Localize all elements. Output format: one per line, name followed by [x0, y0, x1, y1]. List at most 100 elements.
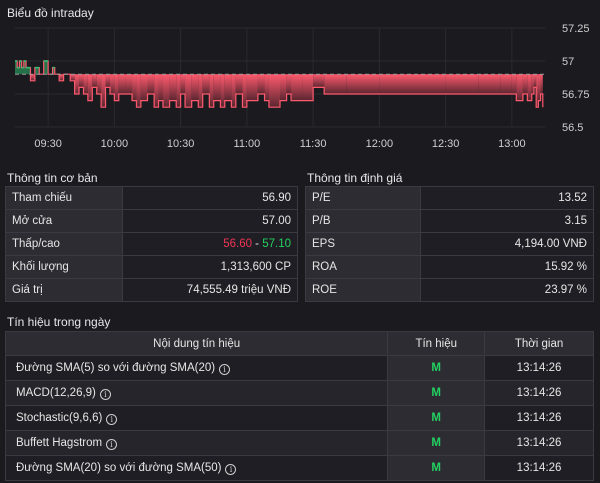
area-segment-below: [92, 74, 97, 88]
area-segment-below: [264, 74, 269, 101]
signal-row: Đường SMA(20) so với đường SMA(50) i M 13:1…: [4, 455, 594, 481]
open-value: 57.00: [121, 209, 299, 233]
signal-value: M: [387, 430, 486, 456]
row-pb: P/B 3.15: [305, 209, 595, 233]
signal-name-text: Stochastic(9,6,6): [16, 411, 103, 424]
info-circle-icon[interactable]: i: [99, 388, 111, 400]
area-segment-below: [500, 74, 512, 94]
row-pe: P/E 13.52: [305, 186, 595, 210]
area-segment-below: [540, 74, 543, 94]
area-segment-below: [96, 74, 102, 94]
open-label: Mở cửa: [5, 209, 123, 233]
area-segment-below: [162, 74, 170, 108]
valuation-info-title: Thông tin định giá: [307, 171, 403, 185]
x-tick-label: 11:30: [300, 138, 327, 150]
info-circle-icon[interactable]: i: [106, 413, 118, 425]
area-segment-below: [125, 74, 133, 94]
area-segment-below: [533, 74, 537, 88]
basic-info-table: Tham chiếu 56.90 Mở cửa 57.00 Thấp/cao 5…: [5, 186, 299, 302]
basic-info-title: Thông tin cơ bản: [7, 171, 98, 185]
y-tick-label: 56.5: [562, 122, 583, 134]
eps-value: 4,194.00 VNĐ: [419, 232, 595, 256]
area-segment-below: [224, 74, 232, 101]
area-segment-below: [191, 74, 199, 101]
signal-time: 13:14:26: [484, 430, 594, 456]
signals-title: Tín hiệu trong ngày: [7, 315, 111, 329]
area-segment-below: [324, 74, 347, 94]
area-segment-above: [28, 67, 31, 75]
signal-name: MACD(12,26,9) i: [4, 380, 389, 406]
area-segment-above: [17, 67, 20, 75]
area-segment-below: [132, 74, 137, 101]
area-segment-below: [213, 74, 221, 101]
area-segment-below: [531, 74, 534, 94]
signal-time: 13:14:26: [484, 405, 594, 431]
signal-value: M: [387, 380, 486, 406]
ref-value: 56.90: [121, 186, 299, 210]
area-segment-below: [511, 74, 517, 94]
signal-time: 13:14:26: [484, 355, 594, 381]
x-tick-label: 10:30: [167, 138, 195, 150]
x-tick-label: 11:00: [234, 138, 261, 150]
valuation-info-table: P/E 13.52 P/B 3.15 EPS 4,194.00 VNĐ ROA …: [305, 186, 595, 302]
row-volume: Khối lượng 1,313,600 CP: [5, 255, 299, 279]
value-label: Giá trị: [5, 278, 123, 302]
pe-value: 13.52: [419, 186, 595, 210]
area-segment-below: [302, 74, 314, 101]
area-segment-below: [536, 74, 539, 108]
area-segment-below: [118, 74, 126, 94]
roa-label: ROA: [305, 255, 421, 279]
roa-value: 15.92 %: [419, 255, 595, 279]
x-tick-label: 09:30: [34, 138, 62, 150]
area-segment-below: [202, 74, 210, 94]
signal-time: 13:14:26: [484, 380, 594, 406]
area-segment-below: [180, 74, 186, 94]
signal-name: Stochastic(9,6,6) i: [4, 405, 389, 431]
area-segment-below: [147, 74, 155, 94]
signal-name: Đường SMA(20) so với đường SMA(50) i: [4, 455, 389, 481]
signal-name: Đường SMA(5) so với đường SMA(20) i: [4, 355, 389, 381]
low-value: 56.60: [223, 238, 252, 250]
info-circle-icon[interactable]: i: [106, 438, 118, 450]
area-segment-below: [59, 74, 64, 81]
pe-label: P/E: [305, 186, 421, 210]
info-circle-icon[interactable]: i: [225, 463, 237, 475]
value-value: 74,555.49 triệu VNĐ: [121, 278, 299, 302]
area-segment-above: [26, 67, 29, 75]
area-segment-below: [445, 74, 479, 94]
area-segment-below: [522, 74, 528, 94]
area-segment-below: [101, 74, 106, 108]
area-segment-below: [114, 74, 119, 101]
area-segment-below: [516, 74, 523, 101]
area-segment-below: [379, 74, 413, 94]
signal-row: Buffett Hagstrom i M 13:14:26: [4, 430, 594, 456]
high-value: 57.10: [262, 238, 291, 250]
area-segment-below: [538, 74, 541, 101]
chart-title: Biểu đồ intraday: [7, 6, 94, 20]
area-segment-below: [209, 74, 214, 108]
info-circle-icon[interactable]: i: [219, 363, 231, 375]
area-segment-below: [176, 74, 181, 108]
signal-row: MACD(12,26,9) i M 13:14:26: [4, 380, 594, 406]
y-tick-label: 56.75: [562, 89, 590, 101]
area-segment-below: [140, 74, 148, 101]
area-segment-above: [23, 61, 27, 75]
area-segment-below: [74, 74, 80, 94]
area-segment-above: [52, 67, 55, 75]
signal-name-text: Đường SMA(20) so với đường SMA(50): [16, 461, 222, 474]
range-label: Thấp/cao: [5, 232, 123, 256]
row-open: Mở cửa 57.00: [5, 209, 299, 233]
area-segment-below: [158, 74, 163, 101]
intraday-chart: 57.25 57 56.75 56.5 09:30 10:00 10:30 11:00 11:…: [15, 23, 590, 150]
row-roa: ROA 15.92 %: [305, 255, 595, 279]
eps-label: EPS: [305, 232, 421, 256]
area-segment-above: [19, 61, 22, 75]
area-segment-below: [268, 74, 280, 108]
area-segment-below: [280, 74, 287, 101]
x-tick-label: 12:30: [432, 138, 460, 150]
signal-name-text: Đường SMA(5) so với đường SMA(20): [16, 361, 216, 374]
area-segment-below: [185, 74, 192, 108]
area-segment-below: [246, 74, 254, 101]
signals-table: Nội dung tín hiệu Tín hiệu Thời gian Đườ…: [4, 331, 594, 481]
signal-name-text: Buffett Hagstrom: [16, 436, 103, 449]
